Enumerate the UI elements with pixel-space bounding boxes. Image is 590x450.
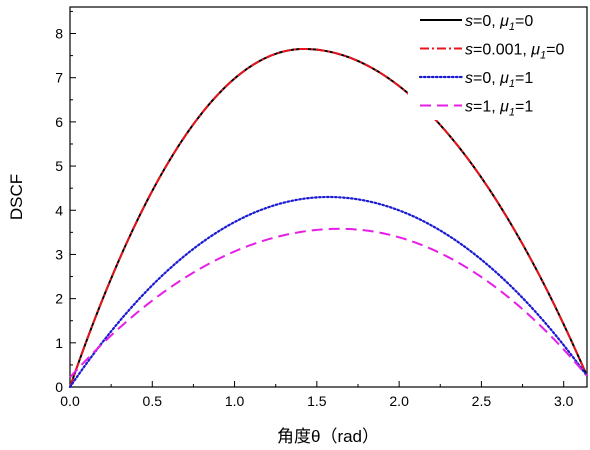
series-line-3: [68, 195, 589, 389]
legend-s-value: =0.001,: [473, 42, 531, 59]
x-tick-label: 1.5: [307, 393, 327, 409]
legend-var-mu: μ: [499, 99, 509, 116]
legend-mu-subscript: 1: [509, 21, 515, 33]
legend-var-s: s: [465, 13, 473, 30]
legend-var-mu: μ: [499, 70, 509, 87]
x-tick-label: 2.0: [389, 393, 409, 409]
y-axis-ticks: 0 1 2 3 4 5 6 7 8: [55, 10, 76, 395]
y-tick-label: 0: [55, 379, 63, 395]
y-tick-label: 3: [55, 246, 63, 262]
legend: s=0, μ1=0s=0.001, μ1=0s=0, μ1=1s=1, μ1=1: [408, 10, 586, 120]
series-layer: [68, 47, 589, 389]
x-tick-label: 2.5: [472, 393, 492, 409]
x-tick-label: 3.0: [554, 393, 574, 409]
legend-mu-subscript: 1: [540, 50, 546, 62]
series-line-2: [69, 47, 588, 388]
legend-mu-value: =0: [546, 42, 564, 59]
x-tick-label: 0.5: [143, 393, 163, 409]
y-tick-label: 1: [55, 335, 63, 351]
legend-label: s=0.001, μ1=0: [465, 42, 565, 62]
legend-var-s: s: [465, 42, 473, 59]
series-line-4: [69, 227, 588, 378]
legend-label: s=1, μ1=1: [465, 99, 533, 119]
y-tick-label: 7: [55, 70, 63, 86]
legend-background: [408, 10, 586, 120]
legend-var-mu: μ: [499, 13, 509, 30]
legend-var-s: s: [465, 70, 473, 87]
x-axis-title: 角度θ（rad）: [277, 427, 379, 446]
legend-mu-subscript: 1: [509, 107, 515, 119]
legend-var-mu: μ: [530, 42, 540, 59]
legend-mu-value: =1: [515, 70, 533, 87]
legend-mu-subscript: 1: [509, 78, 515, 90]
y-axis-title: DSCF: [7, 174, 26, 220]
legend-label: s=0, μ1=0: [465, 13, 533, 33]
legend-mu-value: =0: [515, 13, 533, 30]
y-tick-label: 2: [55, 291, 63, 307]
y-tick-label: 4: [55, 202, 63, 218]
y-tick-label: 8: [55, 26, 63, 42]
legend-label: s=0, μ1=1: [465, 70, 533, 90]
x-axis-ticks: 0.0 0.5 1.0 1.5 2.0 2.5 3.0: [60, 381, 574, 409]
x-tick-label: 0.0: [60, 393, 80, 409]
y-tick-label: 5: [55, 158, 63, 174]
legend-var-s: s: [465, 99, 473, 116]
plot-frame: [69, 6, 588, 388]
y-tick-label: 6: [55, 114, 63, 130]
legend-s-value: =0,: [473, 13, 500, 30]
legend-s-value: =0,: [473, 70, 500, 87]
legend-s-value: =1,: [473, 99, 500, 116]
legend-mu-value: =1: [515, 99, 533, 116]
x-tick-label: 1.0: [225, 393, 245, 409]
